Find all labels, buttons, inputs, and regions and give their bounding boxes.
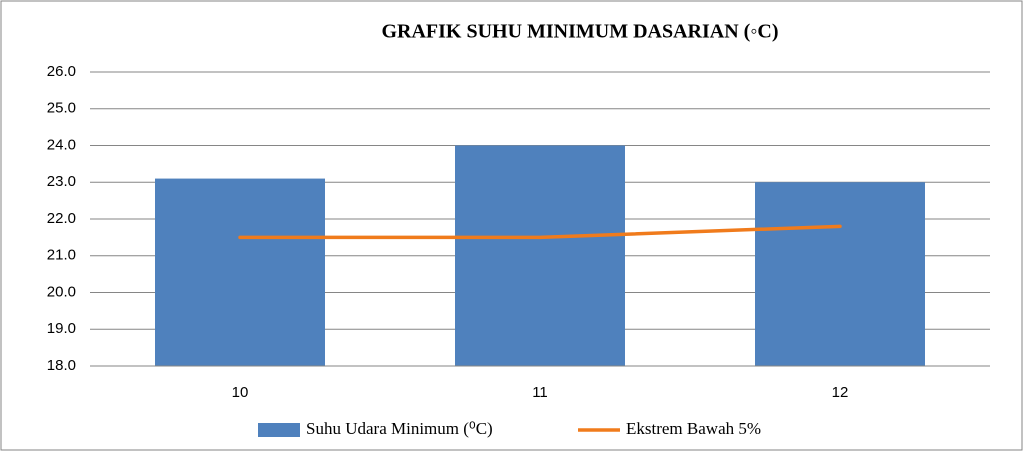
y-tick-label: 21.0: [47, 247, 76, 264]
y-tick-label: 20.0: [47, 283, 76, 300]
x-tick-label: 11: [532, 384, 548, 401]
y-tick-label: 19.0: [47, 320, 76, 337]
bar: [455, 145, 625, 366]
y-tick-label: 26.0: [47, 63, 76, 80]
chart-title: GRAFIK SUHU MINIMUM DASARIAN (◦C): [381, 21, 778, 43]
bar: [755, 182, 925, 366]
legend-swatch: [258, 423, 300, 437]
y-tick-label: 18.0: [47, 357, 76, 374]
x-tick-label: 10: [232, 384, 249, 401]
y-tick-label: 22.0: [47, 210, 76, 227]
x-tick-label: 12: [832, 384, 849, 401]
y-tick-label: 24.0: [47, 136, 76, 153]
line: [238, 224, 842, 240]
legend-label: Ekstrem Bawah 5%: [626, 419, 761, 438]
legend-label: Suhu Udara Minimum (⁰C): [306, 419, 493, 438]
y-tick-label: 25.0: [47, 100, 76, 117]
y-tick-label: 23.0: [47, 173, 76, 190]
bar: [155, 178, 325, 366]
